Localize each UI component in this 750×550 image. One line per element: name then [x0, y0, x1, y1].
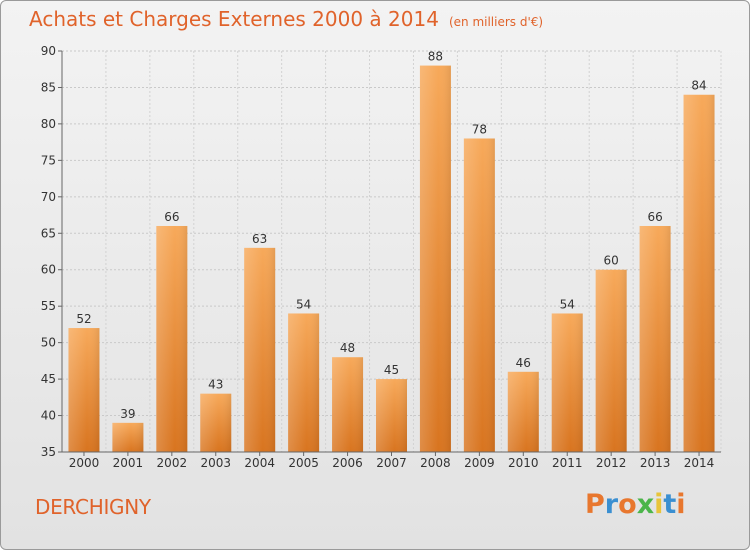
bar-shading — [595, 269, 627, 452]
data-label: 54 — [560, 297, 575, 311]
y-tick-label: 90 — [41, 44, 56, 58]
y-tick-label: 40 — [41, 409, 56, 423]
town-name: DERCHIGNY — [35, 495, 151, 519]
x-tick-label: 2009 — [464, 456, 495, 470]
data-label: 63 — [252, 232, 267, 246]
x-tick-label: 2005 — [288, 456, 319, 470]
chart-subtitle: (en milliers d'€) — [448, 15, 544, 29]
bar-shading — [200, 393, 232, 452]
data-label: 66 — [164, 210, 179, 224]
y-tick-label: 85 — [41, 80, 56, 94]
data-label: 66 — [647, 210, 662, 224]
data-labels: 52 39 66 43 63 54 48 45 88 78 46 54 60 66 84 — [76, 50, 706, 421]
logo-letter: i — [676, 489, 686, 520]
bar-shading — [376, 379, 407, 452]
y-tick-label: 50 — [41, 336, 56, 350]
y-tick-label: 55 — [41, 299, 56, 313]
bar-shading — [112, 422, 144, 452]
data-label: 43 — [208, 378, 223, 392]
bar-shading — [419, 65, 451, 452]
data-label: 84 — [691, 79, 706, 93]
data-label: 39 — [120, 407, 135, 421]
x-tick-label: 2012 — [596, 456, 627, 470]
data-label: 45 — [384, 363, 399, 377]
y-tick-label: 80 — [41, 117, 56, 131]
x-tick-label: 2011 — [552, 456, 583, 470]
y-tick-label: 60 — [41, 263, 56, 277]
x-tick-label: 2003 — [200, 456, 231, 470]
bar-shading — [639, 225, 671, 452]
data-label: 88 — [428, 50, 443, 64]
bars — [68, 65, 715, 452]
chart-title-text: Achats et Charges Externes 2000 à 2014 — [29, 7, 439, 31]
data-label: 46 — [516, 356, 531, 370]
bar-shading — [507, 371, 539, 452]
x-tick-label: 2006 — [332, 456, 363, 470]
bar-shading — [332, 357, 364, 452]
bar-chart: 35 40 45 50 55 60 65 70 75 80 85 90 2000 2001 2002 2003… — [41, 44, 722, 470]
logo-letter: t — [663, 489, 677, 520]
logo-letter: x — [636, 489, 655, 520]
y-tick-label: 70 — [41, 190, 56, 204]
bar-shading — [244, 247, 276, 452]
proxiti-logo[interactable]: Proxiti — [585, 489, 686, 520]
logo-letter: r — [604, 489, 619, 520]
bar-shading — [463, 138, 495, 452]
bar-shading — [156, 225, 188, 452]
y-tick-label: 45 — [41, 372, 56, 386]
x-tick-label: 2008 — [420, 456, 451, 470]
data-label: 52 — [76, 312, 91, 326]
x-tick-label: 2013 — [640, 456, 671, 470]
axes: 35 40 45 50 55 60 65 70 75 80 85 90 2000 2001 2002 2003… — [41, 44, 721, 470]
logo-letter: P — [585, 489, 605, 520]
x-tick-label: 2010 — [508, 456, 539, 470]
logo-letter: i — [654, 489, 664, 520]
data-label: 78 — [472, 122, 487, 136]
y-tick-label: 65 — [41, 226, 56, 240]
chart-title: Achats et Charges Externes 2000 à 2014 (e… — [29, 7, 543, 31]
x-tick-label: 2002 — [157, 456, 188, 470]
x-tick-label: 2004 — [244, 456, 275, 470]
data-label: 60 — [604, 254, 619, 268]
bar-shading — [68, 328, 100, 452]
y-tick-label: 35 — [41, 445, 56, 459]
x-tick-label: 2000 — [69, 456, 100, 470]
x-tick-label: 2014 — [684, 456, 715, 470]
x-tick-label: 2007 — [376, 456, 407, 470]
bar-shading — [288, 313, 320, 452]
x-tick-label: 2001 — [113, 456, 144, 470]
data-label: 48 — [340, 341, 355, 355]
y-tick-label: 75 — [41, 153, 56, 167]
data-label: 54 — [296, 297, 311, 311]
logo-letter: o — [618, 489, 637, 520]
bar-shading — [551, 313, 583, 452]
bar-shading — [683, 94, 715, 452]
